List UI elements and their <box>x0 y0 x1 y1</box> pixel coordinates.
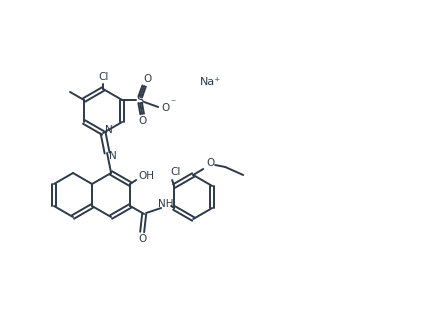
Text: O: O <box>206 158 214 168</box>
Text: Cl: Cl <box>170 167 180 177</box>
Text: NH: NH <box>158 199 174 209</box>
Text: Cl: Cl <box>98 72 108 82</box>
Text: O: O <box>138 116 146 126</box>
Text: O: O <box>161 103 169 113</box>
Text: N: N <box>105 125 113 135</box>
Text: O: O <box>143 74 151 84</box>
Text: ⁻: ⁻ <box>171 98 176 108</box>
Text: OH: OH <box>138 171 154 181</box>
Text: O: O <box>138 234 146 244</box>
Text: Na⁺: Na⁺ <box>200 77 221 87</box>
Text: S: S <box>136 93 144 107</box>
Text: N: N <box>109 151 117 161</box>
